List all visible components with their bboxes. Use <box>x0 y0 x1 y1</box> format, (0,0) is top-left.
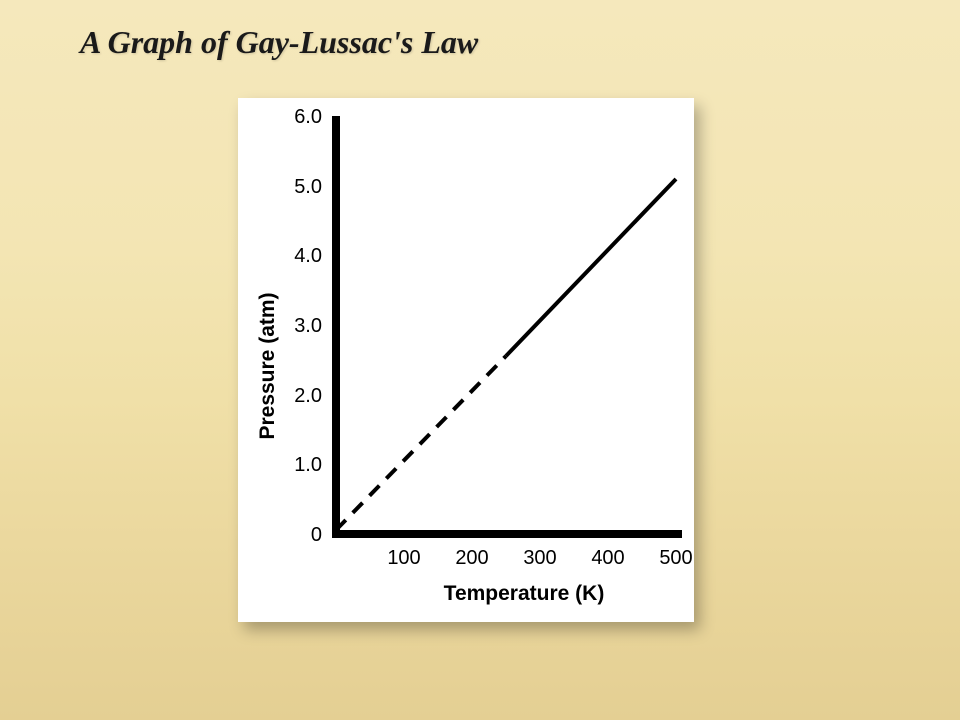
x-tick-label: 500 <box>659 547 692 569</box>
chart-card: 0 1.0 2.0 3.0 4.0 5.0 6.0 100 200 300 40… <box>238 98 694 622</box>
y-axis-label: Pressure (atm) <box>256 292 279 439</box>
x-tick-label: 400 <box>591 547 624 569</box>
y-tick-labels: 0 1.0 2.0 3.0 4.0 5.0 6.0 <box>294 106 322 546</box>
x-tick-label: 100 <box>387 547 420 569</box>
x-tick-label: 300 <box>523 547 556 569</box>
y-tick-label: 5.0 <box>294 176 322 198</box>
y-tick-label: 0 <box>311 524 322 546</box>
x-tick-labels: 100 200 300 400 500 <box>387 547 692 569</box>
y-tick-label: 1.0 <box>294 454 322 476</box>
series-dashed-segment <box>336 356 506 530</box>
y-tick-label: 6.0 <box>294 106 322 128</box>
x-tick-label: 200 <box>455 547 488 569</box>
y-tick-label: 2.0 <box>294 385 322 407</box>
y-tick-label: 3.0 <box>294 315 322 337</box>
slide-title: A Graph of Gay-Lussac's Law <box>80 24 478 61</box>
chart-svg: 0 1.0 2.0 3.0 4.0 5.0 6.0 100 200 300 40… <box>238 98 694 622</box>
series-solid-segment <box>506 179 676 356</box>
y-tick-label: 4.0 <box>294 245 322 267</box>
x-axis-label: Temperature (K) <box>444 582 605 605</box>
